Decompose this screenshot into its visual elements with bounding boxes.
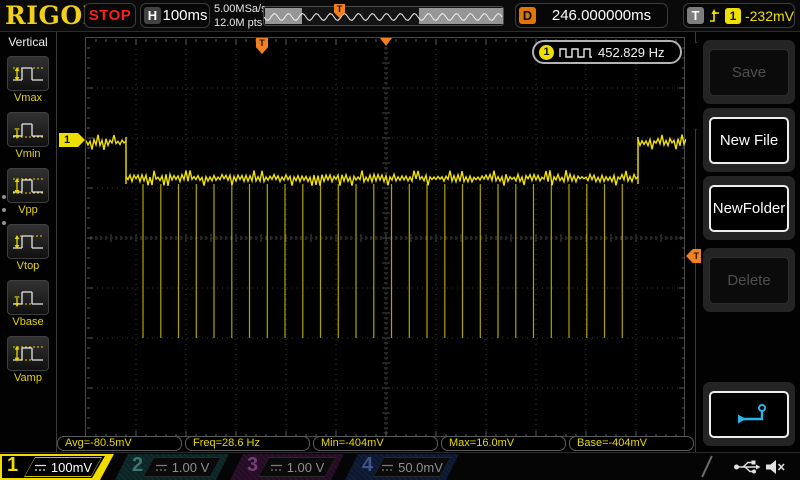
measurement-base: Base=-404mV (569, 436, 694, 451)
measure-item-label: Vamp (14, 372, 42, 384)
vmin-icon (7, 112, 49, 147)
measurement-avg: Avg=-80.5mV (57, 436, 182, 451)
counter-value: 452.829 Hz (598, 44, 665, 60)
trigger-letter: T (687, 7, 704, 24)
channel1-scale: 100mV (50, 459, 93, 475)
measurement-freq: Freq=28.6 Hz (185, 436, 310, 451)
measure-item-vamp[interactable]: Vamp (7, 336, 49, 384)
usb-icon (734, 460, 761, 474)
thumb-outside-left (265, 8, 302, 24)
channel2-scale-box: 1.00 V (143, 457, 221, 477)
frequency-counter-badge: 1 452.829 Hz (532, 40, 682, 64)
measure-item-label: Vtop (16, 260, 40, 272)
vtop-icon (7, 224, 49, 259)
channel2-number: 2 (132, 454, 144, 476)
thumb-wave (264, 13, 503, 21)
display-area: T 1 T 1 452.829 Hz Avg=-80.5mV Freq=28.6… (57, 32, 701, 452)
measure-category-title: Vertical (8, 35, 48, 49)
menu-page-indicator (2, 195, 6, 225)
softkey-new-folder[interactable]: NewFolder (709, 185, 789, 232)
vbase-icon (7, 280, 49, 315)
return-arrow-icon (738, 403, 766, 423)
measure-item-label: Vbase (12, 316, 44, 328)
measure-item-vpp[interactable]: Vpp (7, 168, 49, 216)
channel3-block[interactable]: 3 1.00 V (230, 454, 344, 480)
vmax-icon (7, 56, 49, 91)
measurement-results-row: Avg=-80.5mV Freq=28.6 Hz Min=-404mV Max=… (57, 436, 694, 451)
delay-value: 246.000000ms (551, 7, 652, 24)
channel4-number: 4 (362, 454, 374, 476)
softkey-frame: NewFolder (703, 176, 795, 240)
memory-depth: 12.0M pts (214, 17, 263, 29)
measurement-max: Max=16.0mV (441, 436, 566, 451)
timebase-letter: H (144, 7, 161, 24)
trigger-level-marker: T (686, 249, 701, 263)
delay-letter: D (519, 7, 536, 24)
softkey-delete[interactable]: Delete (709, 257, 789, 304)
vamp-icon (7, 336, 49, 371)
measure-item-label: Vmax (13, 92, 43, 104)
softkey-frame: Delete (703, 248, 795, 312)
measurement-min: Min=-404mV (313, 436, 438, 451)
thumb-trigger-marker: T (334, 4, 345, 18)
channel2-scale: 1.00 V (171, 459, 210, 475)
channel3-scale-box: 1.00 V (258, 457, 336, 477)
measure-item-vbase[interactable]: Vbase (7, 280, 49, 328)
softkey-new-file[interactable]: New File (709, 117, 789, 164)
delay-badge: D 246.000000ms (515, 3, 668, 28)
channel1-scale-box: 100mV (24, 457, 102, 477)
channel4-scale: 50.0mV (398, 459, 443, 475)
measure-item-vmax[interactable]: Vmax (7, 56, 49, 104)
softkey-menu: Save Save New File NewFolder Delete (679, 32, 800, 452)
sample-rate: 5.00MSa/s (214, 3, 267, 15)
trigger-position-flag: T (256, 38, 268, 54)
measure-item-vmin[interactable]: Vmin (7, 112, 49, 160)
dc-coupling-icon (34, 462, 47, 473)
memory-waveform-thumbnail: T (263, 4, 504, 26)
acquisition-info: 5.00MSa/s 12.0M pts (214, 2, 267, 30)
channel4-scale-box: 50.0mV (373, 457, 451, 477)
horizontal-center-marker (380, 38, 392, 46)
trigger-level-value: -232mV (744, 7, 794, 24)
channel1-waveform (86, 134, 686, 338)
rising-edge-icon (710, 8, 719, 22)
channel-status-bar: 1 100mV 2 1.00 V (0, 452, 800, 480)
dc-coupling-icon (155, 462, 168, 473)
graticule (85, 37, 686, 437)
counter-channel-badge: 1 (539, 44, 554, 60)
vpp-icon (7, 168, 49, 203)
status-divider (701, 455, 713, 478)
softkey-frame: New File (703, 108, 795, 172)
horizontal-timebase-badge: H 100ms (140, 3, 210, 28)
channel4-block[interactable]: 4 50.0mV (345, 454, 459, 480)
measure-sidebar: Vertical Vmax (0, 32, 57, 452)
trigger-source-badge: 1 (724, 7, 741, 24)
softkey-save[interactable]: Save (709, 49, 789, 96)
measure-item-label: Vmin (15, 148, 41, 160)
softkey-frame: Save (703, 40, 795, 104)
dc-coupling-icon (270, 462, 283, 473)
softkey-back[interactable] (709, 391, 789, 438)
channel3-scale: 1.00 V (286, 459, 325, 475)
channel3-number: 3 (247, 454, 259, 476)
channel1-number: 1 (7, 454, 19, 476)
softkey-frame (703, 382, 795, 446)
channel1-block[interactable]: 1 100mV (0, 454, 114, 480)
top-status-bar: RIGOL STOP H 100ms 5.00MSa/s 12.0M pts T… (0, 0, 800, 32)
measure-item-label: Vpp (18, 204, 38, 216)
run-state-indicator[interactable]: STOP (84, 3, 136, 28)
thumb-outside-right (419, 8, 503, 24)
channel1-ground-marker: 1 (59, 133, 85, 147)
speaker-muted-icon (766, 460, 785, 474)
run-state-label: STOP (88, 7, 132, 24)
measure-item-vtop[interactable]: Vtop (7, 224, 49, 272)
dc-coupling-icon (381, 462, 394, 473)
square-wave-icon (559, 47, 592, 58)
channel2-block[interactable]: 2 1.00 V (115, 454, 229, 480)
timebase-value: 100ms (162, 7, 208, 24)
trigger-badge: T 1 -232mV (683, 3, 795, 28)
